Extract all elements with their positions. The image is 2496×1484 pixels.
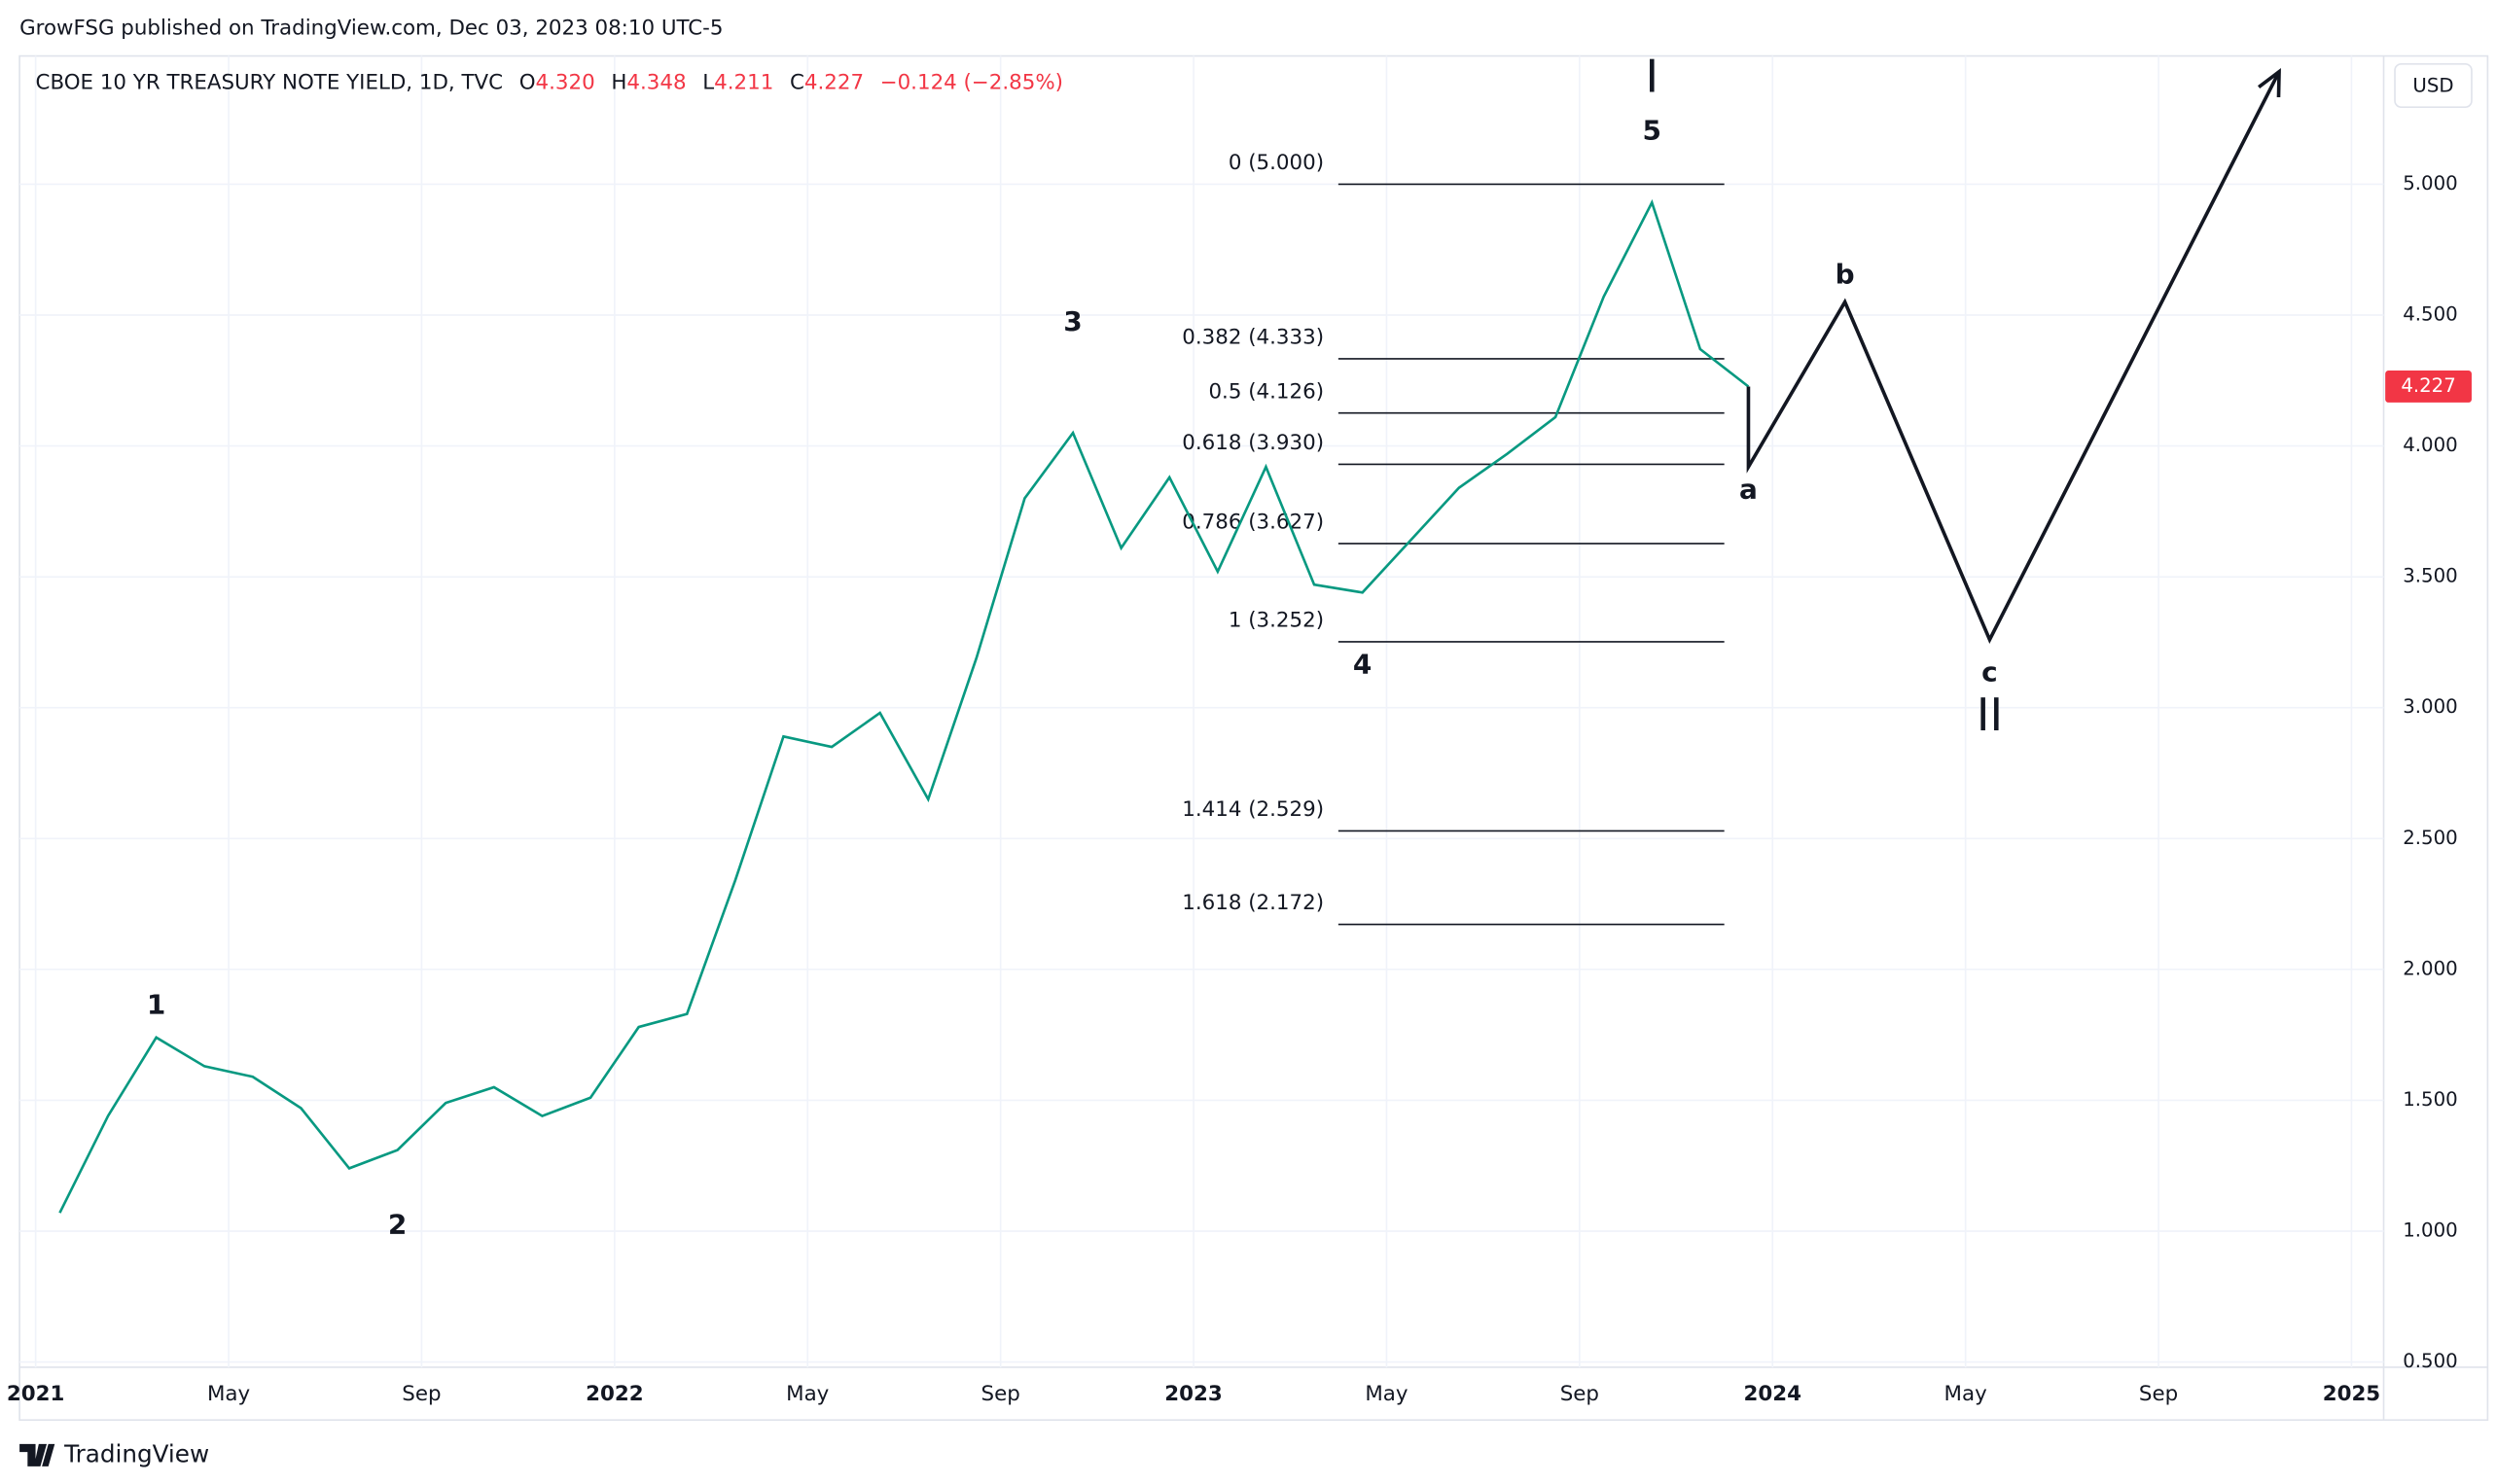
close-label: C — [790, 71, 804, 95]
currency[interactable]: USD — [2412, 74, 2453, 96]
symbol: CBOE 10 YR TREASURY NOTE YIELD, 1D, TVC — [36, 71, 504, 95]
wave-label: I — [1645, 50, 1658, 102]
close: 4.227 — [804, 71, 864, 95]
currency-button[interactable] — [2394, 62, 2473, 108]
x-tick-label: May — [786, 1382, 829, 1406]
wave-label: b — [1836, 259, 1855, 291]
legend: CBOE 10 YR TREASURY NOTE YIELD, 1D, TVC … — [36, 71, 1063, 95]
y-tick-label: 3.000 — [2403, 695, 2457, 718]
open: 4.320 — [536, 71, 595, 95]
x-tick-label: 2022 — [586, 1382, 643, 1406]
wave-label: II — [1977, 689, 2003, 741]
projection-path — [1746, 70, 2281, 645]
y-tick-label: 0.500 — [2403, 1350, 2457, 1372]
wave-label: 1 — [147, 989, 165, 1021]
tv-logo — [19, 1443, 55, 1466]
projection-arrowhead — [2258, 67, 2281, 98]
wave-label: 3 — [1063, 305, 1082, 337]
y-tick-label: 1.500 — [2403, 1088, 2457, 1111]
wave-label: 2 — [388, 1209, 407, 1241]
frame — [18, 54, 2489, 1422]
x-tick-label: Sep — [2139, 1382, 2178, 1406]
last-price-tag — [2385, 371, 2472, 403]
x-tick-label: 2024 — [1744, 1382, 1801, 1406]
wave-label: 5 — [1643, 115, 1661, 147]
fib-label: 0.786 (3.627) — [1182, 511, 1324, 535]
x-tick-label: Sep — [981, 1382, 1020, 1406]
x-tick-label: Sep — [402, 1382, 441, 1406]
fib-label: 0.618 (3.930) — [1182, 431, 1324, 455]
low-label: L — [702, 71, 714, 95]
x-tick-label: 2025 — [2323, 1382, 2380, 1406]
change: −0.124 (−2.85%) — [880, 71, 1063, 95]
open-label: O — [519, 71, 536, 95]
x-tick-label: 2021 — [7, 1382, 64, 1406]
y-tick-label: 3.500 — [2403, 565, 2457, 587]
high: 4.348 — [626, 71, 686, 95]
price-line — [58, 198, 1750, 1214]
fib-label: 0.382 (4.333) — [1182, 326, 1324, 350]
low: 4.211 — [714, 71, 773, 95]
x-tick-label: May — [207, 1382, 250, 1406]
fib-label: 1 (3.252) — [1229, 609, 1324, 633]
wave-label: 4 — [1353, 649, 1372, 681]
x-tick-label: May — [1365, 1382, 1408, 1406]
y-tick-label: 2.500 — [2403, 827, 2457, 849]
y-tick-label: 4.500 — [2403, 303, 2457, 326]
grid — [19, 55, 2384, 1367]
x-tick-label: 2023 — [1164, 1382, 1222, 1406]
y-tick-label: 2.000 — [2403, 957, 2457, 979]
overlay: 0.500 1.000 1.500 2.000 2.500 3.000 3.500 4.000… — [7, 50, 2472, 1406]
wave-label: a — [1739, 473, 1758, 505]
header: GrowFSG published on TradingView.com, De… — [19, 17, 723, 41]
plot: 0 (5.000) 0.382 (4.333) 0.5 (4.126) 0.618 (… — [58, 67, 2281, 1214]
wave-label: c — [1981, 656, 1998, 689]
footer: TradingView — [63, 1439, 209, 1467]
fib-label: 1.618 (2.172) — [1182, 891, 1324, 915]
high-label: H — [611, 71, 626, 95]
last-price-label: 4.227 — [2401, 374, 2455, 397]
fib-label: 0 (5.000) — [1229, 151, 1324, 175]
y-tick-label: 5.000 — [2403, 172, 2457, 194]
y-tick-label: 4.000 — [2403, 434, 2457, 456]
x-tick-label: Sep — [1560, 1382, 1599, 1406]
y-tick-label: 1.000 — [2403, 1219, 2457, 1242]
x-tick-label: May — [1944, 1382, 1987, 1406]
fib-label: 0.5 (4.126) — [1208, 379, 1324, 404]
fib-label: 1.414 (2.529) — [1182, 797, 1324, 822]
